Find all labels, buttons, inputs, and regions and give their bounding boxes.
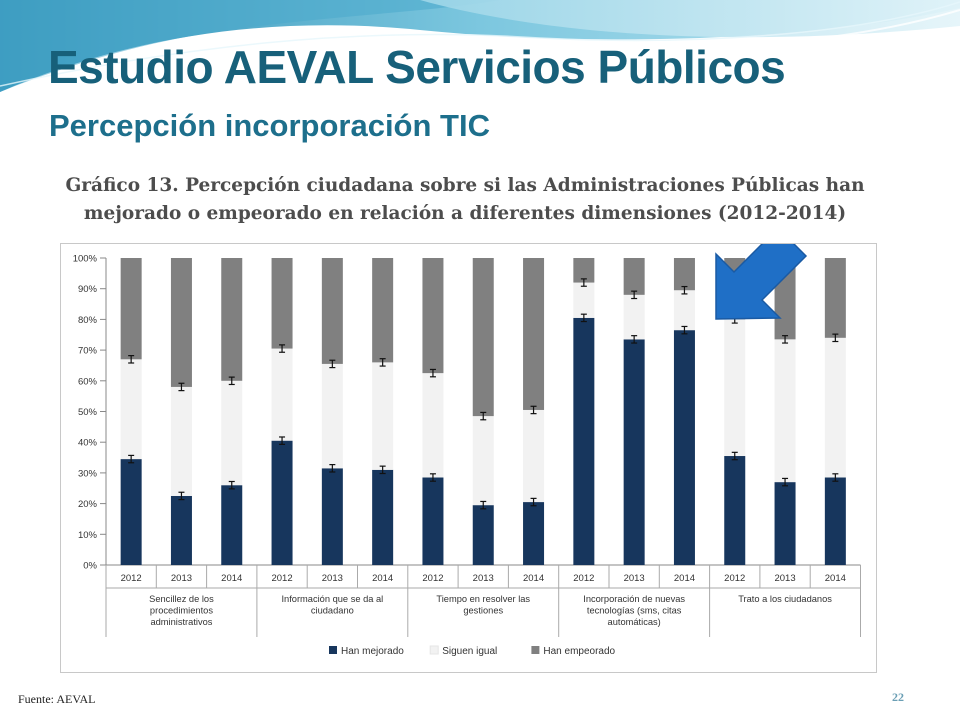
bar-segment-worse (523, 258, 545, 410)
bar-segment-same (623, 294, 645, 340)
bar-segment-same (321, 363, 343, 469)
x-tick-label-year: 2013 (624, 573, 645, 584)
bar-segment-improved (724, 456, 746, 565)
x-tick-label-year: 2013 (774, 573, 795, 584)
bar-segment-improved (472, 505, 494, 565)
bar-segment-worse (422, 258, 444, 374)
bar-segment-same (824, 337, 846, 478)
bar-segment-same (221, 380, 243, 486)
highlight-arrow-icon (715, 244, 808, 320)
y-tick-label: 90% (78, 284, 98, 295)
source-note: Fuente: AEVAL (18, 692, 96, 706)
bar-segment-improved (774, 482, 796, 565)
header-wave-decoration (0, 0, 960, 101)
x-group-label: automáticas) (608, 617, 661, 627)
slide-title: Estudio AEVAL Servicios Públicos (48, 41, 786, 93)
x-group-label: Incorporación de nuevas (583, 594, 685, 604)
y-tick-label: 0% (83, 561, 97, 572)
page-number: 22 (892, 690, 904, 704)
legend-label-worse: Han empeorado (543, 646, 615, 657)
x-group-label: Trato a los ciudadanos (738, 594, 832, 604)
bar-segment-worse (170, 258, 192, 387)
y-tick-label: 20% (78, 499, 98, 510)
bar-segment-improved (221, 485, 243, 565)
bar-segment-worse (573, 258, 595, 283)
x-group-label: tecnologías (sms, citas (587, 606, 682, 616)
legend-label-same: Siguen igual (442, 646, 497, 657)
x-tick-label-year: 2013 (171, 573, 192, 584)
bar-segment-improved (623, 339, 645, 565)
legend-swatch-same (429, 645, 439, 655)
legend-label-improved: Han mejorado (341, 646, 404, 657)
bar-segment-improved (673, 330, 695, 565)
bar-segment-improved (422, 477, 444, 565)
bar-segment-worse (472, 258, 494, 417)
slide-subtitle: Percepción incorporación TIC (49, 108, 490, 143)
x-tick-label-year: 2013 (322, 573, 343, 584)
y-tick-label: 50% (78, 407, 98, 418)
x-tick-label-year: 2012 (121, 573, 142, 584)
y-tick-label: 70% (78, 346, 98, 357)
y-tick-label: 40% (78, 438, 98, 449)
x-group-label: gestiones (463, 606, 503, 616)
bar-segment-same (724, 319, 746, 457)
bar-segment-improved (573, 317, 595, 565)
x-tick-label-year: 2012 (422, 573, 443, 584)
x-group-label: Información que se da al (281, 594, 383, 604)
x-group-label: ciudadano (311, 606, 354, 616)
bar-segment-worse (372, 258, 394, 363)
y-tick-label: 60% (78, 376, 98, 387)
stacked-bar-chart: 0% 10% 20% 30% 40% 50% 60% 70% 80% 90% 100% 2012 201… (73, 244, 861, 657)
bar-segment-same (271, 348, 293, 441)
x-tick-label-year: 2014 (372, 573, 393, 584)
x-tick-label-year: 2014 (221, 573, 242, 584)
bar-segment-same (523, 409, 545, 503)
x-group-label: Sencillez de los (149, 594, 214, 604)
bar-segment-same (472, 416, 494, 506)
bar-segment-same (170, 386, 192, 496)
bar-segment-worse (623, 258, 645, 295)
x-group-label: administrativos (150, 617, 212, 627)
bar-segment-same (422, 373, 444, 478)
bar-segment-same (774, 339, 796, 483)
arrow-shape (715, 244, 808, 320)
x-group-label: Tiempo en resolver las (436, 594, 530, 604)
bar-segment-worse (120, 258, 142, 360)
y-tick-label: 30% (78, 468, 98, 479)
bar-segment-same (372, 362, 394, 470)
bar-segment-worse (673, 258, 695, 291)
bar-segment-improved (170, 495, 192, 565)
bar-segment-improved (321, 468, 343, 565)
y-tick-label: 10% (78, 530, 98, 541)
bar-segment-worse (824, 258, 846, 338)
legend-swatch-worse (531, 646, 540, 654)
y-tick-label: 100% (73, 254, 98, 265)
legend-swatch-improved (329, 646, 337, 654)
x-tick-label-year: 2012 (271, 573, 292, 584)
bar-segment-same (120, 359, 142, 460)
bar-segment-improved (523, 502, 545, 565)
bar-segment-worse (271, 258, 293, 349)
x-group-label: procedimientos (150, 606, 213, 616)
x-tick-label-year: 2014 (674, 573, 695, 584)
x-tick-label-year: 2014 (523, 573, 544, 584)
y-tick-label: 80% (78, 315, 98, 326)
bar-segment-improved (372, 469, 394, 565)
x-tick-label-year: 2012 (724, 573, 745, 584)
x-tick-label-year: 2013 (473, 573, 494, 584)
bar-segment-same (673, 290, 695, 331)
bar-segment-same (573, 282, 595, 318)
bar-segment-improved (271, 440, 293, 565)
bar-segment-improved (824, 477, 846, 565)
chart-frame: 0% 10% 20% 30% 40% 50% 60% 70% 80% 90% 100% 2012 201… (60, 243, 877, 673)
x-tick-label-year: 2012 (573, 573, 594, 584)
bar-segment-improved (120, 459, 142, 565)
x-tick-label-year: 2014 (825, 573, 846, 584)
bar-segment-worse (221, 258, 243, 381)
bar-segment-worse (321, 258, 343, 364)
chart-heading: Gráfico 13. Percepción ciudadana sobre s… (65, 175, 865, 224)
